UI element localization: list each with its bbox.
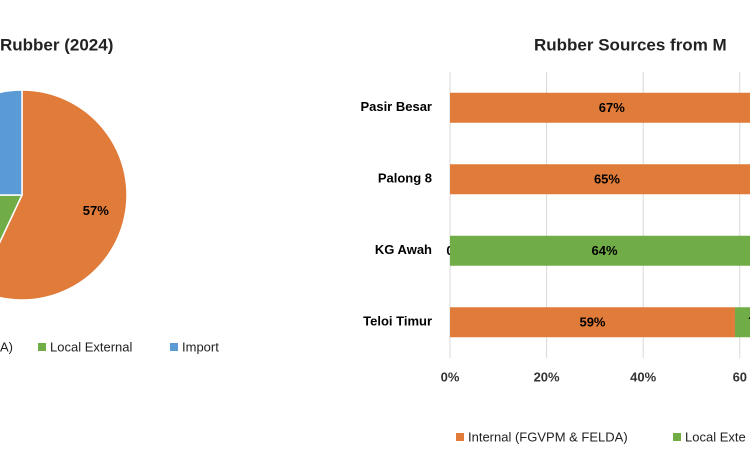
bar-label: 67%	[599, 100, 625, 115]
x-tick-label: 20%	[534, 369, 560, 384]
bar-label: 65%	[594, 172, 620, 187]
x-tick-label: 40%	[630, 369, 656, 384]
pie-slice	[0, 89, 23, 196]
legend-label: Internal (FGVPM & FELDA)	[468, 429, 628, 444]
bar-segment	[450, 164, 750, 195]
bar-segment	[450, 307, 735, 338]
legend-label: Local External	[50, 339, 132, 354]
y-tick-label: Palong 8	[378, 171, 432, 186]
bar-label: 64%	[592, 243, 618, 258]
legend-swatch	[38, 343, 46, 351]
y-tick-label: KG Awah	[375, 242, 432, 257]
pie-slice	[0, 194, 24, 244]
legend-label: Import	[182, 339, 219, 354]
bar-segment	[450, 92, 750, 123]
legend-swatch	[456, 433, 464, 441]
y-tick-label: Teloi Timur	[363, 314, 432, 329]
pie-slice	[0, 89, 128, 301]
legend-swatch	[170, 343, 178, 351]
bar-segment	[450, 235, 750, 266]
x-tick-label: 60	[733, 369, 747, 384]
bar-segment	[734, 307, 750, 338]
bar-label: 7	[748, 315, 750, 330]
x-tick-label: 0%	[441, 369, 460, 384]
y-tick-label: Pasir Besar	[360, 99, 432, 114]
legend-label: A)	[0, 339, 13, 354]
slice-label: 57%	[83, 203, 109, 218]
pie-title: Rubber (2024)	[0, 35, 113, 54]
bar-title: Rubber Sources from M	[534, 35, 727, 54]
legend-swatch	[673, 433, 681, 441]
bar-label: 59%	[579, 315, 605, 330]
legend-label: Local Exte	[685, 429, 746, 444]
